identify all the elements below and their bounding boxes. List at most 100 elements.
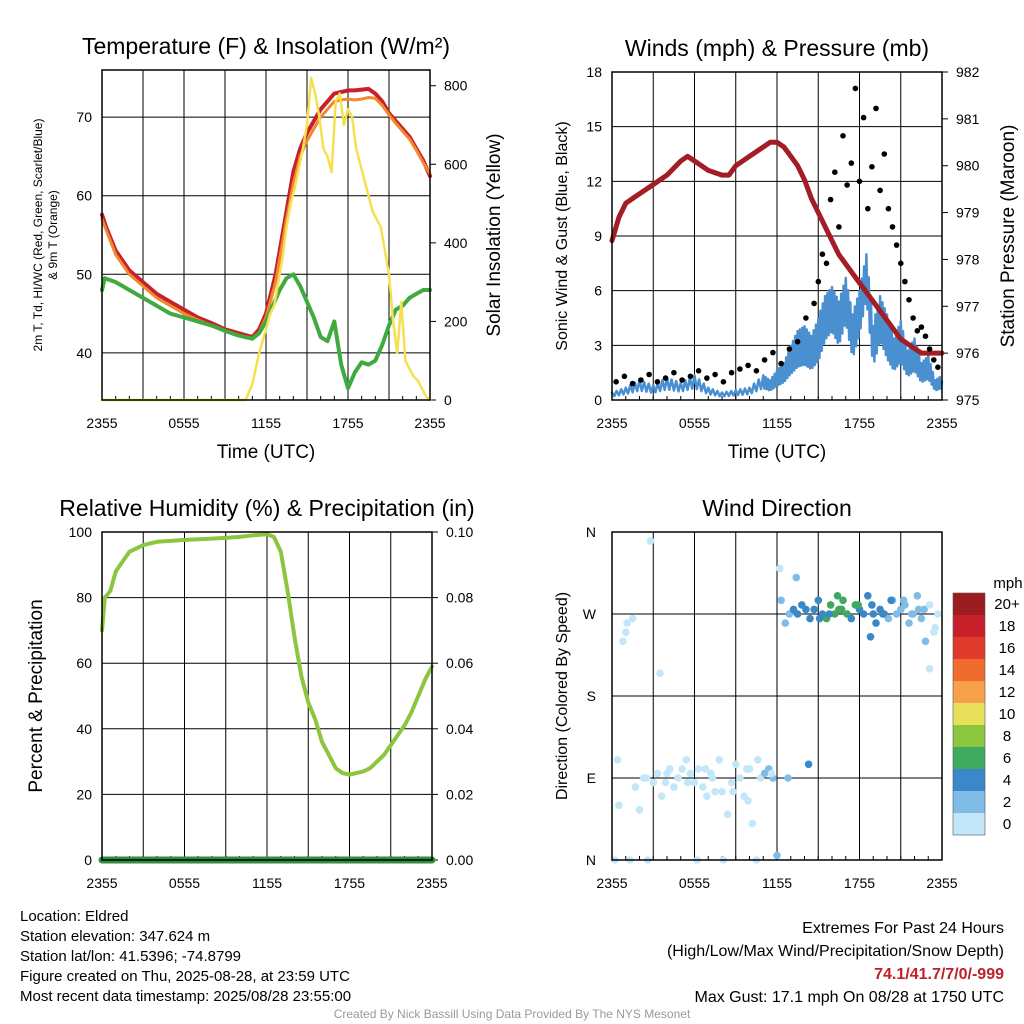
direction-point (925, 601, 934, 609)
direction-point (703, 792, 711, 800)
legend-label: 10 (999, 706, 1016, 723)
legend-swatch (953, 659, 985, 681)
x-tick-label: 1755 (332, 415, 363, 431)
x-tick-label: 1755 (844, 415, 875, 431)
direction-point (745, 765, 754, 773)
panel-2: 2355 0555 1155 1755 2355 Winds (mph) & Pressu… (554, 35, 1019, 463)
station-info: Location: Eldred Station elevation: 347.… (20, 907, 351, 1007)
direction-point (622, 628, 630, 636)
gust-point (720, 379, 727, 385)
direction-point (837, 605, 846, 614)
direction-point (879, 610, 887, 618)
legend-swatch (953, 615, 985, 637)
direction-point (802, 605, 810, 614)
direction-point (872, 619, 880, 627)
y-tick-label: 40 (76, 721, 92, 737)
direction-point (914, 605, 923, 614)
x-tick-label: 0555 (169, 875, 200, 891)
gust-point (893, 242, 900, 248)
y2-tick-label: 0.00 (446, 852, 473, 868)
direction-point (642, 774, 651, 782)
direction-point (661, 778, 670, 787)
chart-title: Relative Humidity (%) & Precipitation (i… (59, 495, 474, 521)
gust-point (695, 368, 702, 374)
legend-border (952, 592, 986, 836)
most-recent-data: Most recent data timestamp: 2025/08/28 2… (20, 988, 352, 1005)
direction-point (859, 610, 868, 618)
gust-point (823, 260, 830, 267)
y-tick-label: 3 (594, 337, 602, 353)
gust-point (914, 328, 921, 334)
direction-point (690, 778, 699, 787)
direction-point (663, 769, 671, 778)
gust-point (728, 369, 735, 376)
direction-point (744, 797, 752, 805)
direction-point (694, 765, 703, 773)
y2-tick-label: 800 (444, 78, 468, 94)
direction-point (754, 756, 762, 764)
gust-point (646, 371, 652, 378)
y2-tick-label: 981 (956, 111, 980, 127)
panel-3: 2355 0555 1155 1755 2355 Relative Humidity (%… (26, 495, 475, 891)
gust-point (662, 375, 669, 381)
gust-point (671, 369, 677, 376)
direction-point (884, 614, 893, 623)
gust-point (889, 224, 896, 230)
extremes-block: Extremes For Past 24 Hours (High/Low/Max… (667, 917, 1004, 1009)
chart-title: Winds (mph) & Pressure (mb) (625, 35, 929, 61)
gust-point (737, 366, 743, 372)
direction-point (718, 787, 726, 796)
gust-point (860, 114, 867, 121)
y2-tick-label: 980 (956, 158, 980, 174)
direction-point (649, 778, 658, 787)
y2-tick-label: 975 (956, 392, 980, 408)
y2-tick-label: 0.06 (446, 655, 473, 671)
y2-tick-label: 400 (444, 235, 468, 251)
y-tick-label: 70 (76, 109, 92, 125)
y-tick-label: 60 (76, 655, 92, 671)
direction-point (806, 614, 814, 623)
y-tick-label: W (583, 606, 597, 622)
y-axis-label: Percent & Precipitation (26, 599, 47, 792)
y-tick-label: 20 (76, 786, 92, 802)
gust-point (761, 357, 768, 363)
gust-point (770, 349, 776, 356)
x-tick-label: 1155 (252, 875, 282, 891)
x-tick-label: 0555 (168, 415, 199, 431)
gust-point (840, 133, 846, 139)
legend-label: 14 (999, 662, 1016, 679)
gust-point (815, 278, 822, 285)
gust-point (745, 362, 751, 369)
gust-point (679, 377, 685, 383)
direction-point (815, 614, 824, 623)
y2-axis-label: Station Pressure (Maroon) (998, 125, 1019, 348)
gust-point (885, 205, 892, 212)
y2-tick-label: 200 (444, 313, 468, 329)
direction-point (678, 765, 686, 773)
legend-swatch (953, 725, 985, 747)
x-axis-label: Time (UTC) (217, 442, 316, 463)
direction-point (826, 601, 835, 609)
x-tick-label: 1755 (844, 875, 875, 891)
gust-point (873, 105, 879, 112)
x-tick-label: 2355 (596, 875, 627, 891)
direction-point (686, 769, 695, 778)
direction-point (868, 601, 876, 609)
direction-point (683, 778, 692, 787)
direction-point (925, 664, 934, 673)
x-tick-label: 1155 (762, 875, 792, 891)
gust-point (629, 380, 636, 387)
legend-label: 8 (1003, 728, 1011, 745)
gust-point (794, 338, 801, 345)
y-tick-label: 100 (69, 524, 93, 540)
direction-point (920, 605, 928, 614)
y-tick-label: 0 (84, 852, 92, 868)
y2-tick-label: 0 (444, 392, 452, 408)
legend-label: 6 (1003, 750, 1011, 767)
chart-title: Wind Direction (702, 495, 852, 521)
direction-point (781, 619, 790, 627)
gust-point (803, 315, 809, 321)
gust-point (613, 379, 619, 385)
x-tick-label: 0555 (679, 415, 710, 431)
legend-swatch (953, 769, 985, 791)
